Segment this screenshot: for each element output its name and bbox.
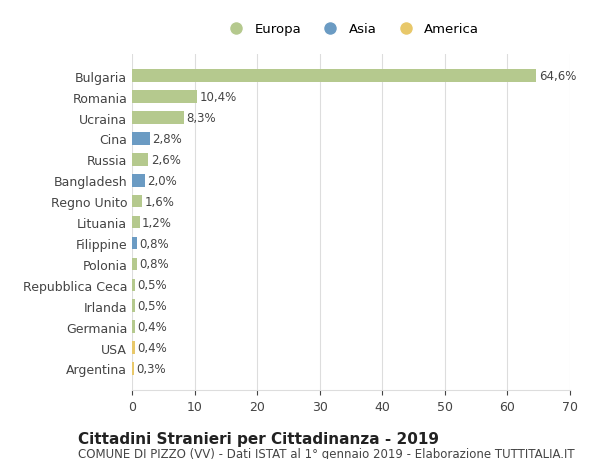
Bar <box>132 154 148 166</box>
Text: 64,6%: 64,6% <box>539 70 576 83</box>
Text: 0,4%: 0,4% <box>137 320 167 333</box>
Bar <box>132 258 137 271</box>
Text: 0,4%: 0,4% <box>137 341 167 354</box>
Text: 0,8%: 0,8% <box>140 258 169 271</box>
Text: 2,8%: 2,8% <box>152 133 182 146</box>
Text: 2,6%: 2,6% <box>151 154 181 167</box>
Bar <box>132 112 184 124</box>
Bar <box>132 216 140 229</box>
Bar <box>132 321 134 333</box>
Text: 8,3%: 8,3% <box>187 112 216 125</box>
Text: 1,2%: 1,2% <box>142 216 172 229</box>
Bar <box>132 237 137 250</box>
Text: 0,5%: 0,5% <box>137 279 167 291</box>
Text: 1,6%: 1,6% <box>145 195 175 208</box>
Legend: Europa, Asia, America: Europa, Asia, America <box>218 18 484 42</box>
Bar <box>132 300 135 312</box>
Bar <box>132 174 145 187</box>
Bar <box>132 70 536 83</box>
Bar <box>132 363 134 375</box>
Text: COMUNE DI PIZZO (VV) - Dati ISTAT al 1° gennaio 2019 - Elaborazione TUTTITALIA.I: COMUNE DI PIZZO (VV) - Dati ISTAT al 1° … <box>78 448 575 459</box>
Text: 0,5%: 0,5% <box>137 300 167 313</box>
Bar <box>132 133 149 146</box>
Bar <box>132 196 142 208</box>
Bar <box>132 91 197 104</box>
Text: Cittadini Stranieri per Cittadinanza - 2019: Cittadini Stranieri per Cittadinanza - 2… <box>78 431 439 447</box>
Text: 0,3%: 0,3% <box>136 362 166 375</box>
Text: 10,4%: 10,4% <box>200 91 237 104</box>
Bar <box>132 341 134 354</box>
Bar <box>132 279 135 291</box>
Text: 2,0%: 2,0% <box>147 174 177 187</box>
Text: 0,8%: 0,8% <box>140 237 169 250</box>
